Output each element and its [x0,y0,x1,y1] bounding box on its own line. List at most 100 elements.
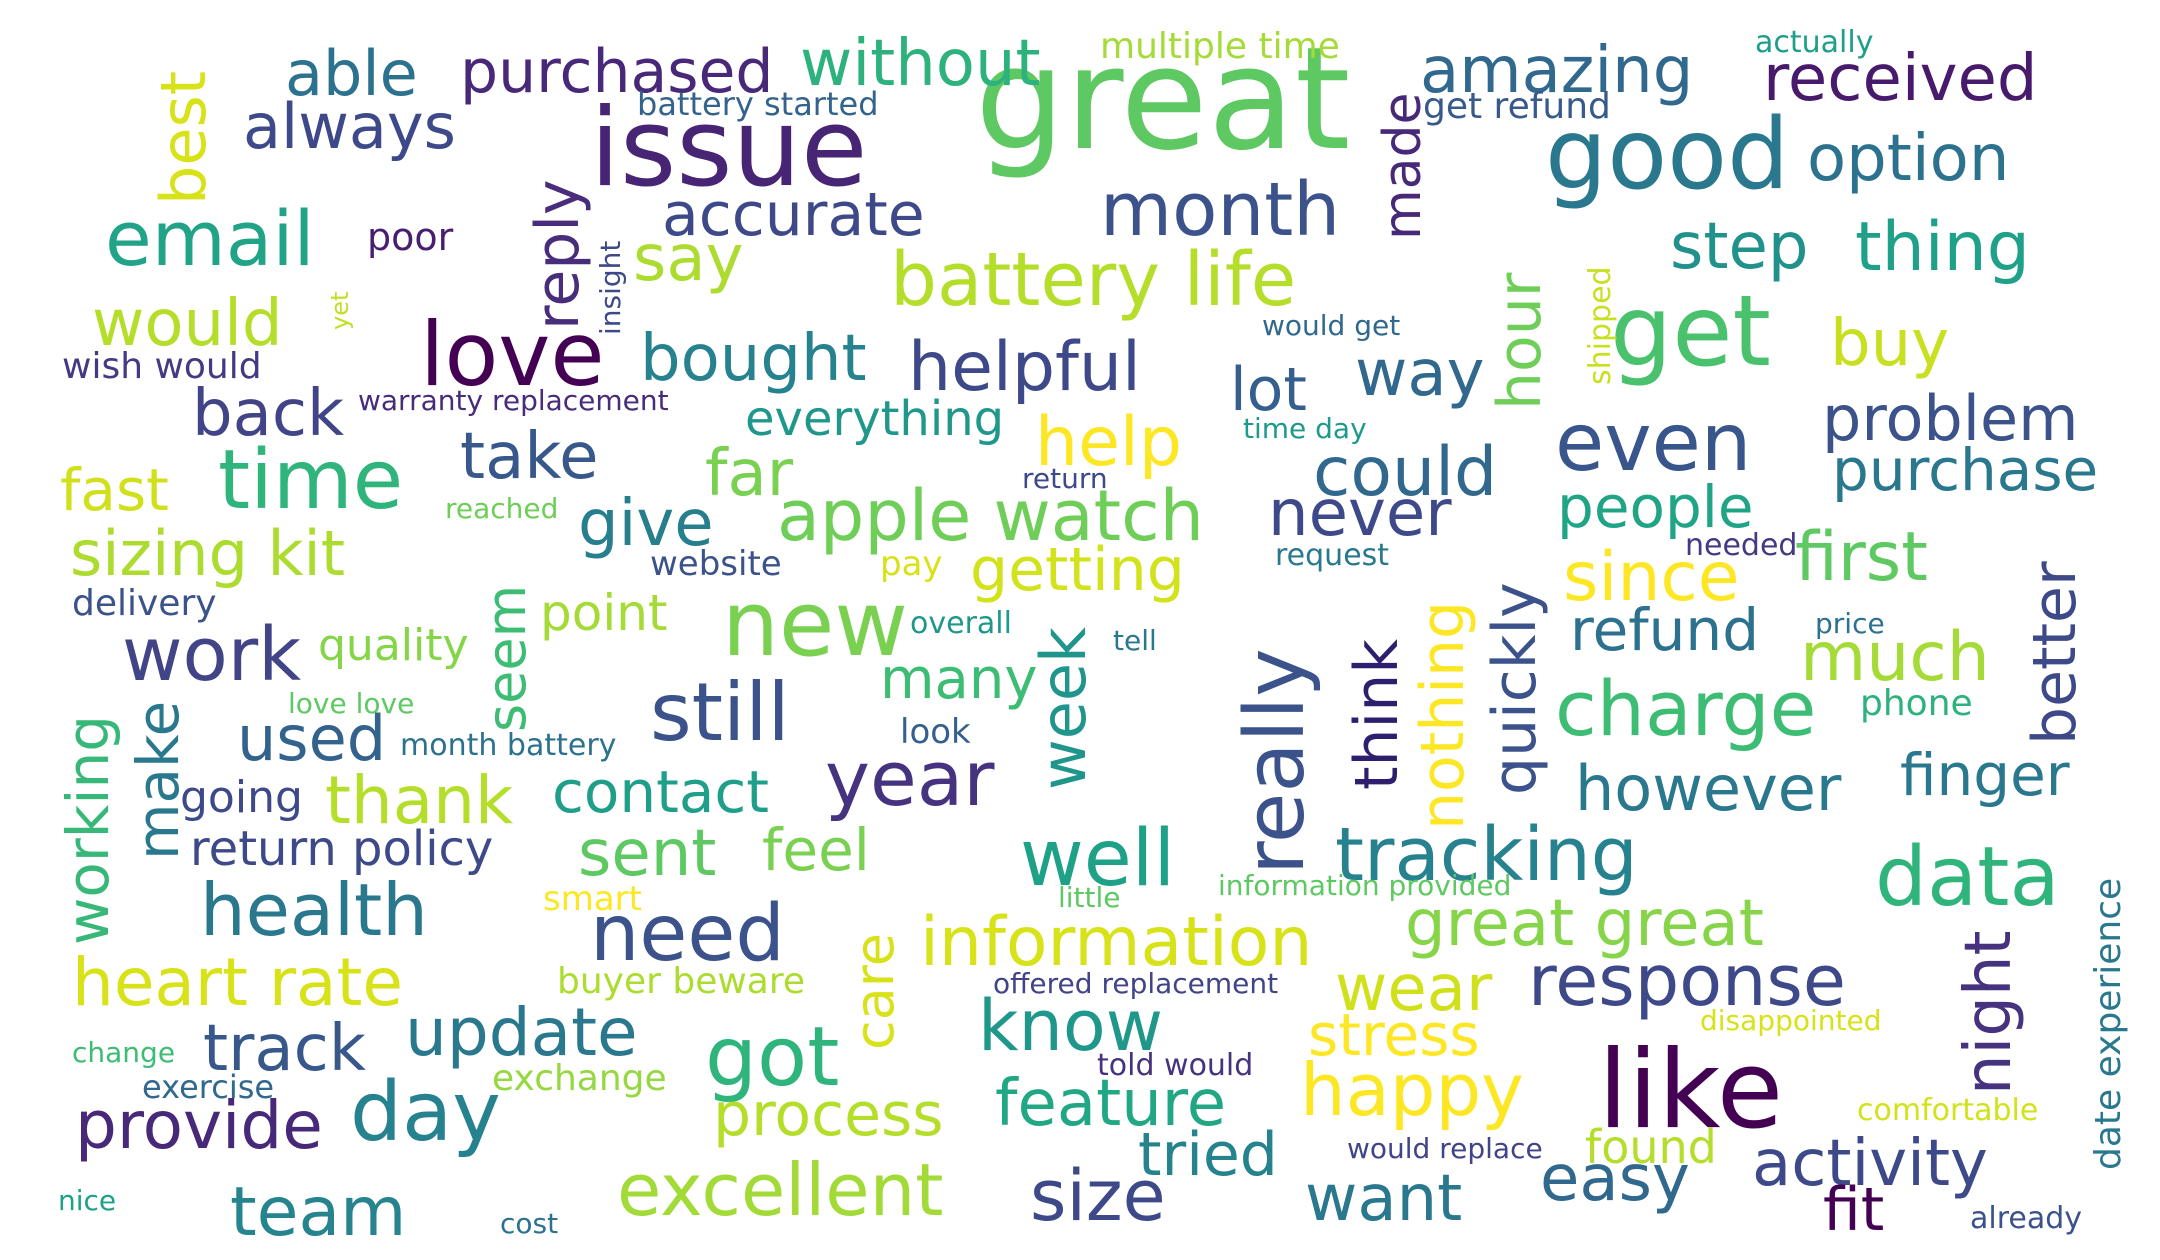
word-would: would [92,287,282,361]
word-month-battery: month battery [400,728,616,763]
word-going: going [180,772,303,823]
word-make: make [124,701,192,860]
word-little: little [1058,881,1121,914]
word-charge: charge [1555,664,1816,753]
word-time-day: time day [1243,412,1367,445]
word-tried: tried [1138,1120,1278,1190]
word-love-love: love love [288,687,414,720]
word-night: night [1952,930,2026,1095]
word-week: week [1027,627,1100,790]
word-nice: nice [58,1184,116,1217]
word-quality: quality [318,620,469,671]
word-option: option [1807,122,2009,196]
word-comfortable: comfortable [1857,1093,2038,1128]
word-poor: poor [367,215,454,259]
word-first: first [1795,518,1928,597]
word-cost: cost [500,1207,558,1240]
word-process: process [713,1080,944,1150]
word-shipped: shipped [1583,266,1618,385]
word-tracking: tracking [1335,812,1638,898]
word-feel: feel [762,816,870,884]
word-give: give [578,487,714,561]
word-even: even [1555,396,1751,489]
word-got: got [705,1010,839,1105]
word-getting: getting [970,535,1185,605]
word-step: step [1670,210,1808,284]
word-helpful: helpful [908,328,1141,407]
word-size: size [1030,1155,1166,1237]
word-think: think [1342,639,1412,790]
word-actually: actually [1755,25,1873,60]
word-received: received [1763,42,2038,116]
word-lot: lot [1230,355,1307,425]
word-could: could [1313,433,1497,512]
word-refund: refund [1570,596,1759,664]
word-still: still [650,666,790,759]
word-look: look [900,712,971,752]
word-amazing: amazing [1420,34,1693,108]
word-hour: hour [1485,272,1555,410]
word-need: need [590,889,785,979]
word-multiple-time: multiple time [1100,26,1340,67]
word-response: response [1528,940,1846,1022]
word-offered-replacement: offered replacement [993,967,1278,1000]
word-reply: reply [523,179,593,330]
word-thing: thing [1855,208,2030,287]
word-accurate: accurate [662,180,925,250]
word-information: information [920,903,1312,982]
word-get-refund: get refund [1423,86,1611,127]
word-good: good [1545,98,1789,212]
word-back: back [192,377,344,451]
word-price: price [1815,607,1885,640]
word-finger: finger [1900,741,2070,809]
word-problem: problem [1822,382,2079,455]
word-return-policy: return policy [190,821,493,877]
word-smart: smart [543,879,642,919]
word-great-great: great great [1405,887,1764,961]
word-working: working [54,715,122,945]
word-always: always [243,90,456,163]
word-however: however [1575,752,1842,825]
word-yet: yet [326,292,354,330]
word-want: want [1305,1162,1462,1236]
word-happy: happy [1300,1048,1524,1132]
word-would-get: would get [1262,309,1400,342]
word-found: found [1585,1120,1717,1174]
word-already: already [1970,1201,2082,1236]
word-time: time [218,433,403,528]
word-like: like [1598,1028,1783,1153]
word-nothing: nothing [1408,601,1478,830]
word-made: made [1373,92,1433,240]
word-insight: insight [594,241,627,335]
word-take: take [460,420,598,494]
word-wear: wear [1335,952,1493,1026]
word-purchased: purchased [460,37,774,107]
word-issue: issue [590,86,867,211]
word-fit: fit [1823,1175,1884,1245]
word-new: new [722,572,908,677]
word-website: website [650,544,782,584]
word-love: love [420,303,605,406]
word-seem: seem [475,585,538,732]
word-day: day [350,1065,501,1160]
word-quickly: quickly [1480,582,1550,795]
word-bought: bought [640,322,867,396]
word-stress: stress [1308,1001,1480,1069]
word-overall: overall [910,606,1012,641]
word-best: best [147,71,220,205]
word-track: track [203,1012,366,1086]
word-say: say [633,222,743,296]
word-really: really [1228,648,1323,875]
word-year: year [825,734,995,823]
word-used: used [237,702,386,775]
word-purchase: purchase [1832,436,2098,504]
word-able: able [285,37,418,110]
word-since: since [1563,538,1740,617]
word-reached: reached [445,492,558,525]
word-everything: everything [745,391,1004,447]
word-feature: feature [995,1067,1226,1141]
word-request: request [1275,538,1389,573]
word-better: better [2020,561,2090,745]
word-easy: easy [1540,1142,1690,1216]
